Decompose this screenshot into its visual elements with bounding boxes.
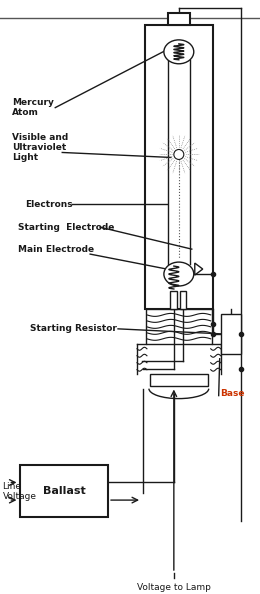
Bar [150,374,208,386]
Text: Line
Voltage: Line Voltage [2,482,36,501]
Polygon shape [195,263,203,275]
Text: Main Electrode: Main Electrode [18,245,95,254]
Text: Base: Base [220,389,244,398]
Ellipse shape [164,40,194,64]
Text: Visible and
Ultraviolet
Light: Visible and Ultraviolet Light [12,132,69,162]
Text: Voltage to Lamp: Voltage to Lamp [137,583,211,592]
Text: Starting  Electrode: Starting Electrode [18,223,115,232]
Bar [170,291,177,309]
Bar [168,13,190,25]
Text: Mercury
Atom: Mercury Atom [12,98,54,118]
Bar [180,291,186,309]
Circle shape [174,150,184,159]
Bar [145,25,213,309]
Ellipse shape [164,262,194,286]
Bar [146,309,212,344]
Text: Ballast: Ballast [43,486,86,496]
Text: Electrons: Electrons [25,200,73,208]
Bar [221,314,240,354]
Text: Starting Resistor: Starting Resistor [30,324,117,333]
Bar [20,465,108,517]
